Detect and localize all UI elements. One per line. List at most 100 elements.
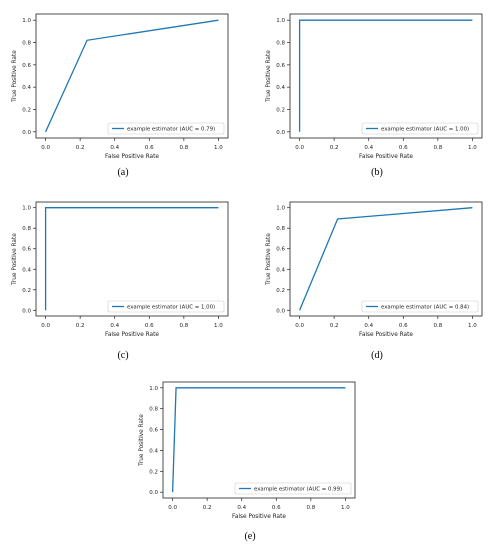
chart-b-ytick-label: 0.2 <box>276 107 285 113</box>
chart-c-xtick-label: 0.2 <box>76 323 85 329</box>
chart-a-ytick-label: 0.8 <box>22 41 31 47</box>
chart-a-ytick-label: 0.2 <box>22 107 31 113</box>
chart-a-xlabel: False Positive Rate <box>105 154 159 160</box>
chart-a-legend-label: example estimator (AUC = 0.79) <box>127 127 215 133</box>
chart-e-ytick-label: 0.6 <box>149 428 158 434</box>
chart-b-ylabel: True Positive Rate <box>266 50 272 103</box>
chart-a-series-line <box>45 19 219 133</box>
chart-d-xtick-label: 0.2 <box>330 323 339 329</box>
chart-d-xtick-label: 1.0 <box>468 323 477 329</box>
chart-a-xtick-label: 0.4 <box>110 145 119 151</box>
roc-chart-e: 0.0 0.2 0.4 0.6 0.8 1.0 0.0 0.2 0.4 0.6 0.8 1.0 Fals… <box>135 378 365 528</box>
chart-b-ytick-label: 0.6 <box>276 63 285 69</box>
chart-a-ylabel: True Positive Rate <box>12 50 18 103</box>
chart-b-ytick-label: 1.0 <box>276 18 285 24</box>
chart-b-ytick-label: 0.4 <box>276 85 285 91</box>
chart-d-ytick-label: 0.2 <box>276 288 285 294</box>
roc-chart-b: 0.0 0.2 0.4 0.6 0.8 1.0 0.0 0.2 0.4 0.6 0.8 1.0 Fals… <box>262 10 492 168</box>
roc-chart-c: 0.0 0.2 0.4 0.6 0.8 1.0 0.0 0.2 0.4 0.6 0.8 1.0 Fals… <box>8 198 238 346</box>
chart-c-xtick-label: 0.8 <box>179 323 188 329</box>
chart-d-ytick-label: 0.6 <box>276 247 285 253</box>
chart-e-legend-box <box>234 482 352 495</box>
chart-d-xlabel: False Positive Rate <box>359 332 413 338</box>
chart-c-frame <box>35 201 229 317</box>
chart-e-xtick-label: 0.0 <box>168 505 177 511</box>
chart-c-xtick-label: 0.6 <box>145 323 154 329</box>
chart-d-ytick-label: 1.0 <box>276 206 285 212</box>
chart-d-ytick-label: 0.0 <box>276 308 285 314</box>
chart-b-frame <box>289 13 483 139</box>
chart-e-ytick-label: 0.2 <box>149 469 158 475</box>
roc-chart-a-svg: 0.0 0.2 0.4 0.6 0.8 1.0 0.0 0.2 0.4 0.6 0.8 1.0 Fals… <box>12 13 229 160</box>
chart-a-ytick-label: 0.6 <box>22 63 31 69</box>
chart-d-xtick-label: 0.6 <box>399 323 408 329</box>
chart-d-legend-box <box>361 300 479 313</box>
chart-c-xtick-label: 1.0 <box>214 323 223 329</box>
chart-e-xtick-label: 0.4 <box>237 505 246 511</box>
chart-e-legend-label: example estimator (AUC = 0.99) <box>254 487 342 493</box>
caption-b: (b) <box>371 167 383 178</box>
chart-e-ytick-label: 0.8 <box>149 407 158 413</box>
chart-d-xtick-label: 0.4 <box>364 323 373 329</box>
roc-chart-a: 0.0 0.2 0.4 0.6 0.8 1.0 0.0 0.2 0.4 0.6 0.8 1.0 Fals… <box>8 10 238 168</box>
chart-c-legend-box <box>107 300 225 313</box>
chart-b-xtick-label: 0.6 <box>399 145 408 151</box>
caption-a: (a) <box>117 167 129 178</box>
chart-a-ytick-label: 0.4 <box>22 85 31 91</box>
chart-c-ytick-label: 0.2 <box>22 288 31 294</box>
chart-d-ylabel: True Positive Rate <box>266 233 272 286</box>
roc-chart-d-svg: 0.0 0.2 0.4 0.6 0.8 1.0 0.0 0.2 0.4 0.6 0.8 1.0 Fals… <box>266 201 483 338</box>
chart-c-ytick-label: 0.0 <box>22 308 31 314</box>
chart-b-xtick-label: 0.4 <box>364 145 373 151</box>
chart-b-xlabel: False Positive Rate <box>359 154 413 160</box>
chart-c-xlabel: False Positive Rate <box>105 332 159 338</box>
chart-c-xtick-label: 0.4 <box>110 323 119 329</box>
chart-b-legend-label: example estimator (AUC = 1.00) <box>381 127 469 133</box>
caption-c: (c) <box>117 350 129 361</box>
caption-d: (d) <box>371 350 383 361</box>
chart-a-xtick-label: 1.0 <box>214 145 223 151</box>
chart-e-series-line <box>171 387 346 493</box>
chart-d-xtick-label: 0.8 <box>433 323 442 329</box>
chart-a-xtick-label: 0.2 <box>76 145 85 151</box>
chart-c-xtick-label: 0.0 <box>41 323 50 329</box>
chart-a-ytick-label: 0.0 <box>22 130 31 136</box>
chart-e-xlabel: False Positive Rate <box>232 514 286 520</box>
chart-d-frame <box>289 201 483 317</box>
chart-b-ytick-label: 0.0 <box>276 130 285 136</box>
chart-e-xtick-label: 0.6 <box>272 505 281 511</box>
chart-b-ytick-label: 0.8 <box>276 41 285 47</box>
chart-a-ytick-label: 1.0 <box>22 18 31 24</box>
roc-chart-b-svg: 0.0 0.2 0.4 0.6 0.8 1.0 0.0 0.2 0.4 0.6 0.8 1.0 Fals… <box>266 13 483 160</box>
chart-b-xtick-label: 1.0 <box>468 145 477 151</box>
chart-c-ytick-label: 0.6 <box>22 247 31 253</box>
chart-b-xtick-label: 0.2 <box>330 145 339 151</box>
caption-e: (e) <box>244 531 256 542</box>
chart-a-xtick-label: 0.8 <box>179 145 188 151</box>
chart-d-ytick-label: 0.8 <box>276 226 285 232</box>
chart-b-series-line <box>298 19 473 132</box>
chart-b-xtick-label: 0.0 <box>295 145 304 151</box>
chart-a-xtick-label: 0.6 <box>145 145 154 151</box>
chart-d-legend-label: example estimator (AUC = 0.84) <box>381 305 469 311</box>
chart-e-ytick-label: 0.4 <box>149 448 158 454</box>
chart-c-ytick-label: 0.8 <box>22 226 31 232</box>
chart-d-series-line <box>298 207 473 311</box>
chart-c-series-line <box>44 207 219 311</box>
chart-c-ytick-label: 0.4 <box>22 267 31 273</box>
chart-e-xtick-label: 0.8 <box>306 505 315 511</box>
chart-c-ytick-label: 1.0 <box>22 206 31 212</box>
chart-e-ytick-label: 1.0 <box>149 386 158 392</box>
chart-a-legend-box <box>107 122 225 135</box>
chart-b-xtick-label: 0.8 <box>433 145 442 151</box>
chart-c-legend-label: example estimator (AUC = 1.00) <box>127 305 215 311</box>
chart-e-ylabel: True Positive Rate <box>139 414 145 467</box>
chart-e-ytick-label: 0.0 <box>149 490 158 496</box>
chart-c-ylabel: True Positive Rate <box>12 233 18 286</box>
roc-chart-c-svg: 0.0 0.2 0.4 0.6 0.8 1.0 0.0 0.2 0.4 0.6 0.8 1.0 Fals… <box>12 201 229 338</box>
chart-e-xtick-label: 1.0 <box>341 505 350 511</box>
chart-d-xtick-label: 0.0 <box>295 323 304 329</box>
roc-chart-e-svg: 0.0 0.2 0.4 0.6 0.8 1.0 0.0 0.2 0.4 0.6 0.8 1.0 Fals… <box>139 381 356 520</box>
roc-chart-d: 0.0 0.2 0.4 0.6 0.8 1.0 0.0 0.2 0.4 0.6 0.8 1.0 Fals… <box>262 198 492 346</box>
chart-a-frame <box>35 13 229 139</box>
